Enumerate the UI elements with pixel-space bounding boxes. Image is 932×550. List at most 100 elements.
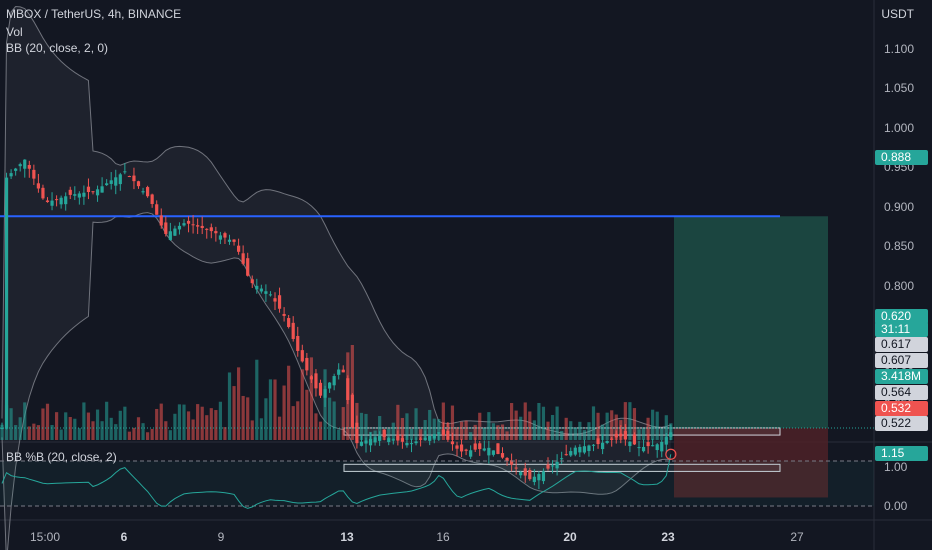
volume-bar-95	[432, 418, 436, 440]
candle-body-72	[328, 382, 332, 389]
volume-bar-114	[519, 416, 523, 440]
candle-body-132	[601, 442, 605, 450]
price-tag: 0.532	[875, 401, 928, 416]
candle-body-76	[346, 378, 350, 401]
volume-bar-124	[564, 417, 568, 440]
candle-body-27	[123, 171, 127, 173]
volume-bar-99	[450, 405, 455, 440]
volume-bar-23	[105, 401, 109, 440]
volume-bar-46	[209, 408, 213, 440]
volume-bar-73	[332, 401, 336, 440]
volume-bar-129	[587, 422, 591, 440]
x-tick-label: 13	[340, 530, 354, 544]
volume-bar-75	[341, 407, 345, 440]
volume-bar-42	[191, 419, 195, 440]
volume-bar-89	[405, 413, 409, 440]
volume-bar-70	[318, 421, 323, 440]
volume-bar-56	[255, 359, 259, 440]
volume-bar-88	[400, 417, 404, 440]
candle-body-98	[446, 430, 450, 440]
candle-body-54	[246, 258, 250, 276]
volume-bar-106	[482, 428, 486, 440]
candle-body-44	[200, 225, 204, 229]
volume-bar-36	[164, 421, 168, 440]
volume-bar-145	[660, 428, 664, 440]
candle-body-60	[273, 298, 277, 302]
symbol-legend[interactable]: MBOX / TetherUS, 4h, BINANCE	[6, 7, 182, 21]
candle-body-91	[414, 441, 418, 444]
volume-bar-20	[91, 421, 95, 440]
bollinger-upper-line	[1, 5, 671, 435]
candle-body-59	[268, 294, 273, 296]
bollinger-band-fill	[2, 6, 671, 550]
volume-bar-22	[100, 421, 104, 440]
volume-bar-58	[264, 398, 268, 440]
candle-body-81	[368, 438, 373, 446]
volume-bar-143	[651, 409, 655, 440]
volume-bar-112	[510, 403, 514, 440]
volume-bar-63	[287, 365, 291, 440]
candle-body-102	[464, 449, 468, 451]
bb-percent-b-legend[interactable]: BB %B (20, close, 2)	[6, 450, 117, 464]
candle-body-42	[191, 224, 195, 226]
price-tag: 0.888	[875, 150, 928, 165]
volume-bar-37	[168, 430, 172, 440]
candle-body-49	[223, 233, 227, 238]
candle-body-20	[91, 191, 95, 193]
volume-bar-7	[32, 423, 36, 440]
candle-body-34	[155, 204, 159, 215]
candle-body-24	[109, 180, 113, 184]
candle-body-37	[168, 231, 172, 240]
x-tick-label: 16	[436, 530, 450, 544]
candle-body-83	[378, 435, 382, 441]
candle-body-112	[510, 460, 514, 465]
volume-bar-11	[50, 425, 54, 440]
volume-bar-47	[214, 410, 218, 440]
volume-bar-16	[73, 418, 77, 440]
candle-body-121	[550, 465, 555, 467]
x-tick-label: 23	[661, 530, 675, 544]
candle-body-15	[68, 189, 72, 195]
volume-bar-132	[601, 424, 605, 440]
candle-body-130	[591, 444, 596, 446]
candle-body-69	[314, 373, 318, 389]
volume-bar-49	[223, 427, 227, 440]
candle-body-134	[610, 438, 614, 440]
volume-bar-25	[114, 424, 118, 440]
candle-body-12	[55, 199, 59, 201]
candle-body-79	[359, 441, 364, 446]
candle-body-145	[660, 441, 664, 452]
volume-bar-91	[414, 408, 418, 440]
volume-bar-53	[241, 395, 245, 440]
volume-bar-24	[109, 417, 113, 440]
candle-body-4	[18, 164, 22, 167]
volume-bar-131	[596, 412, 600, 440]
volume-bar-85	[387, 428, 391, 440]
candle-body-136	[619, 433, 623, 437]
candle-body-55	[250, 279, 254, 284]
volume-bar-64	[291, 406, 295, 440]
candle-body-43	[196, 225, 200, 227]
volume-bar-137	[623, 402, 627, 440]
pctb-band-fill	[0, 461, 874, 506]
y-tick-label: 1.100	[884, 41, 915, 56]
candle-body-144	[655, 444, 659, 451]
x-tick-label: 15:00	[29, 530, 61, 544]
volume-legend[interactable]: Vol	[6, 25, 23, 39]
candle-body-47	[214, 231, 218, 234]
volume-bar-5	[23, 402, 27, 440]
candle-body-115	[523, 468, 527, 476]
volume-bar-80	[364, 413, 368, 440]
candle-body-88	[400, 438, 404, 442]
price-tag: 0.607	[875, 353, 928, 368]
candle-body-5	[23, 159, 27, 169]
x-tick-label: 9	[217, 530, 225, 544]
candle-body-96	[437, 432, 441, 434]
volume-bar-104	[473, 424, 477, 440]
candle-body-87	[396, 434, 400, 441]
bollinger-legend[interactable]: BB (20, close, 2, 0)	[6, 41, 109, 55]
volume-bar-30	[136, 417, 141, 440]
volume-bar-0	[0, 424, 4, 440]
candle-body-51	[232, 239, 236, 242]
